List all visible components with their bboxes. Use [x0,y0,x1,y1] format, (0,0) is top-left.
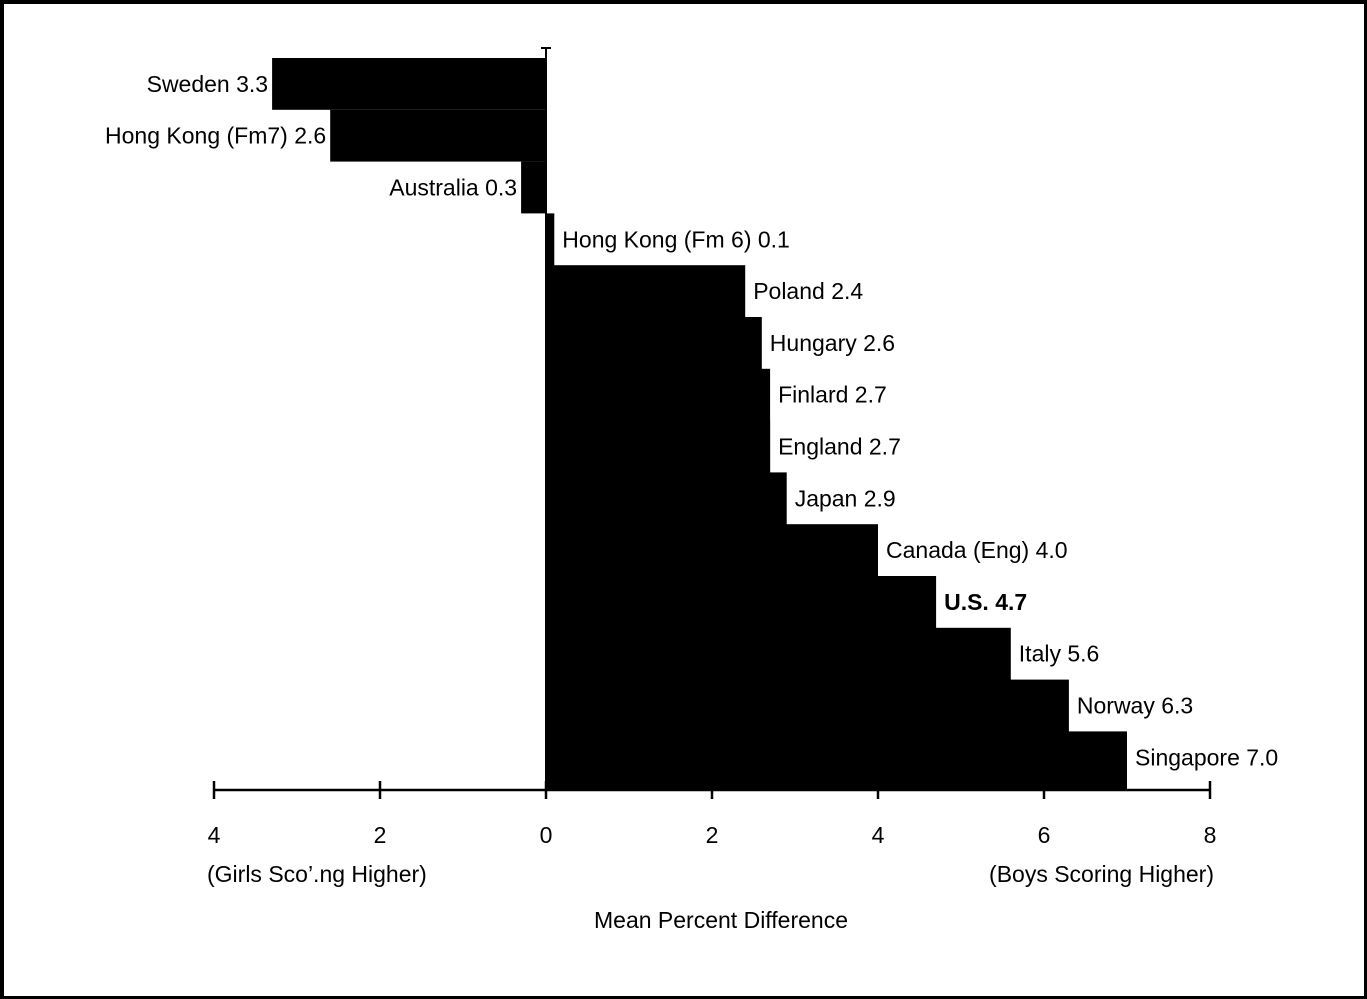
x-tick-label: 2 [374,822,387,848]
bar-label: Hong Kong (Fm7) 2.6 [105,123,326,149]
bar-label: England 2.7 [778,434,901,460]
x-axis: 4 2 0 2 4 6 8 [208,781,1217,848]
bar-label: Sweden 3.3 [147,71,268,97]
bar-label: Hungary 2.6 [770,330,895,356]
x-tick-label: 0 [540,822,553,848]
x-tick-label: 6 [1038,822,1051,848]
bar-australia [521,161,546,214]
bar-group [272,47,1127,790]
bar-label: Australia 0.3 [389,175,517,201]
bar-hong-kong-fm7 [330,109,546,162]
x-tick-label: 4 [208,822,221,848]
bar-label: Japan 2.9 [795,485,896,511]
bar-label: Hong Kong (Fm 6) 0.1 [562,226,790,252]
bar-singapore [546,731,1127,790]
bar-label: Singapore 7.0 [1135,744,1278,770]
bar-sweden [272,58,546,110]
x-sublabel-left: (Girls Sco’.ng Higher) [207,861,427,887]
bar-label-group: Sweden 3.3 Hong Kong (Fm7) 2.6 Australia 0… [105,71,1278,770]
bar-label: Finlard 2.7 [778,382,887,408]
x-tick-label: 4 [872,822,885,848]
bar-label: Poland 2.4 [753,278,863,304]
bar-label: U.S. 4.7 [944,589,1027,615]
bar-label: Italy 5.6 [1019,641,1100,667]
bar-label: Canada (Eng) 4.0 [886,537,1068,563]
x-axis-title: Mean Percent Difference [594,907,848,933]
bar-label: Norway 6.3 [1077,693,1193,719]
x-sublabel-right: (Boys Scoring Higher) [989,861,1214,887]
x-tick-label: 8 [1204,822,1217,848]
x-tick-label: 2 [706,822,719,848]
